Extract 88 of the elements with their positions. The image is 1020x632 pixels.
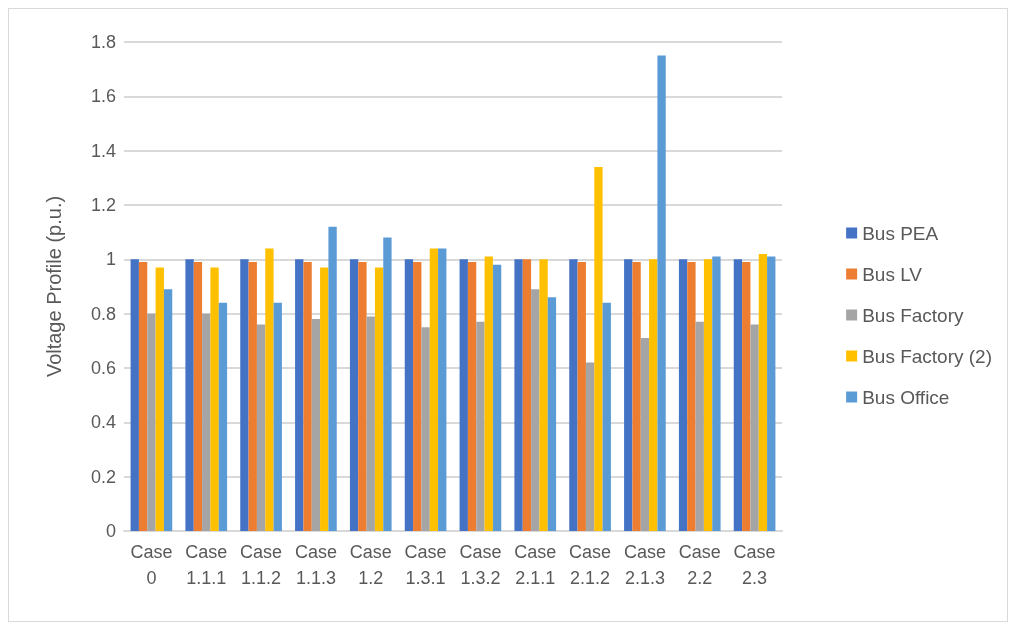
bar: [374, 267, 384, 531]
bar: [640, 338, 650, 531]
bar: [758, 253, 768, 531]
bar: [138, 262, 148, 531]
bar: [632, 262, 641, 531]
bar: [594, 166, 603, 531]
bar: [547, 297, 557, 531]
bar: [404, 259, 414, 531]
x-tick-label: Case 2.2: [678, 542, 721, 588]
bar: [210, 267, 219, 531]
x-tick-label: Case 1.1.2: [240, 542, 283, 588]
bar: [303, 262, 312, 531]
bar: [695, 321, 704, 531]
x-tick-label: Case 2.1.1: [514, 542, 557, 588]
bar: [273, 302, 282, 531]
bar: [531, 289, 540, 531]
bar: [295, 259, 304, 531]
bar: [349, 259, 359, 531]
bar: [366, 316, 375, 531]
bar: [750, 324, 759, 531]
x-tick-label: Case 1.1.3: [294, 542, 337, 588]
y-axis-title: Voltage Profile (p.u.): [43, 195, 65, 378]
bar: [218, 302, 228, 531]
bar: [147, 313, 156, 531]
bar: [687, 262, 696, 531]
bar: [649, 259, 658, 531]
y-tick-label: 0.6: [90, 358, 116, 378]
y-tick-label: 0: [105, 521, 116, 541]
bar: [703, 259, 713, 531]
bar: [328, 226, 337, 531]
x-tick-label: Case 0: [130, 542, 173, 588]
bar: [742, 262, 751, 531]
x-tick-label: Case 1.2: [349, 542, 392, 588]
bar: [256, 324, 266, 531]
bar: [438, 248, 447, 531]
bar: [248, 262, 257, 531]
bar: [476, 321, 485, 531]
bar: [624, 259, 633, 531]
y-tick-label: 1.6: [90, 86, 116, 107]
legend-label: Bus Factory: [862, 304, 964, 326]
y-tick-label: 1.2: [90, 195, 116, 215]
y-tick-label: 1: [105, 249, 116, 270]
bar: [193, 262, 203, 531]
bar: [130, 259, 139, 531]
bar: [421, 327, 430, 531]
x-tick-label: Case 1.1.1: [185, 542, 228, 588]
legend-label: Bus PEA: [862, 222, 939, 244]
bar: [492, 264, 502, 531]
x-tick-label: Case 1.3.2: [459, 542, 502, 588]
bar: [577, 262, 586, 531]
bar: [733, 259, 743, 531]
bar: [539, 259, 548, 531]
bar: [484, 256, 493, 531]
x-tick-label: Case 2.1.2: [569, 542, 612, 588]
bar: [459, 259, 468, 531]
bar: [522, 259, 532, 531]
bar: [202, 313, 211, 531]
bar: [383, 237, 392, 531]
x-tick-label: Case 2.1.3: [623, 542, 666, 588]
bar: [320, 267, 329, 531]
y-tick-label: 0.8: [90, 303, 116, 324]
bar: [767, 256, 776, 531]
bar: [657, 55, 666, 531]
bar: [467, 262, 477, 531]
bar: [569, 259, 578, 531]
x-tick-label: Case 1.3.1: [404, 542, 447, 588]
y-tick-label: 0.4: [90, 412, 116, 433]
bar: [185, 259, 194, 531]
bar: [163, 289, 173, 531]
legend-label: Bus Office: [862, 386, 950, 408]
y-tick-label: 1.8: [90, 32, 116, 52]
bar: [155, 267, 164, 531]
bar: [712, 256, 721, 531]
bar: [240, 259, 249, 531]
bar: [585, 362, 595, 531]
bar: [429, 248, 439, 531]
y-tick-label: 1.4: [90, 140, 116, 161]
bar: [311, 319, 321, 531]
legend-label: Bus LV: [862, 263, 923, 285]
bar: [678, 259, 688, 531]
bar: [265, 248, 274, 531]
legend-label: Bus Factory (2): [862, 345, 993, 367]
x-tick-label: Case 2.3: [733, 542, 776, 588]
bar: [358, 262, 367, 531]
bar: [602, 302, 611, 531]
bar: [514, 259, 523, 531]
bar: [413, 262, 422, 531]
y-tick-label: 0.2: [90, 466, 116, 487]
